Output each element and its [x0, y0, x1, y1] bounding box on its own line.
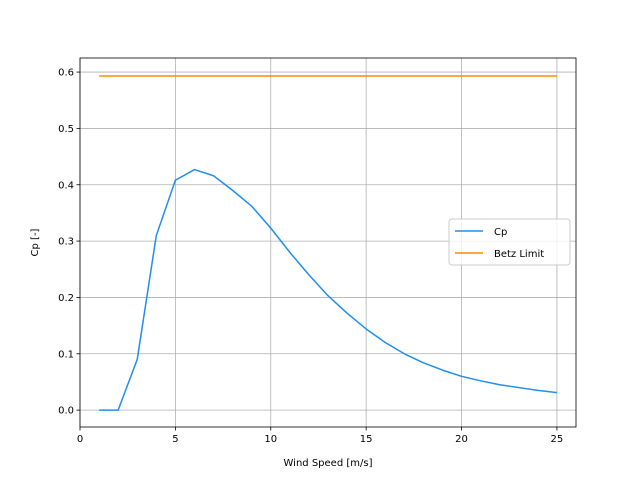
- series-line-cp: [99, 168, 558, 411]
- y-tick-label: 0.4: [58, 180, 74, 191]
- y-tick-label: 0.0: [58, 406, 74, 417]
- x-axis-label: Wind Speed [m/s]: [284, 458, 373, 469]
- series-layer: [99, 75, 558, 411]
- y-tick-label: 0.5: [58, 124, 74, 135]
- x-tick-label: 5: [172, 434, 178, 445]
- legend-label-betz-limit: Betz Limit: [494, 249, 544, 260]
- y-tick-label: 0.3: [58, 237, 74, 248]
- y-tick-label: 0.1: [58, 349, 74, 360]
- ticks: 0 5 10 15 20 25 0.0 0.1 0.2 0.3 0.4 0.5 0.6: [58, 68, 563, 445]
- y-tick-label: 0.2: [58, 293, 74, 304]
- x-tick-label: 0: [77, 434, 83, 445]
- legend: Cp Betz Limit: [448, 218, 571, 266]
- y-axis-label: Cp [-]: [30, 228, 41, 256]
- y-tick-label: 0.6: [58, 68, 74, 79]
- legend-label-cp: Cp: [494, 227, 507, 238]
- x-tick-label: 15: [360, 434, 373, 445]
- x-tick-label: 20: [455, 434, 468, 445]
- x-tick-label: 10: [264, 434, 277, 445]
- plot-frame: [79, 57, 577, 428]
- x-tick-label: 25: [551, 434, 564, 445]
